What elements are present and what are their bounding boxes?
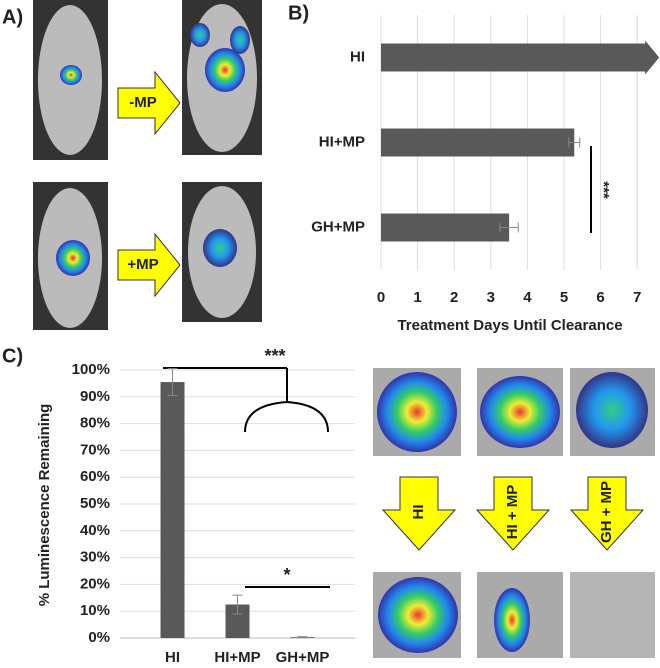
- y-tick-label: 100%: [72, 361, 110, 378]
- y-tick-label: 40%: [80, 522, 110, 539]
- lesion-images: [373, 368, 655, 658]
- y-tick-label: 30%: [80, 549, 110, 566]
- error-bar: [568, 137, 581, 148]
- error-bar: [232, 594, 243, 615]
- y-tick-label: 50%: [80, 495, 110, 512]
- error-bar: [297, 636, 308, 639]
- y-axis-label: % Luminescence Remaining: [36, 404, 53, 607]
- y-tick-label: 10%: [80, 602, 110, 619]
- mouse-images: [33, 0, 262, 330]
- x-tick-label: 0: [377, 289, 385, 306]
- y-tick-label: 60%: [80, 468, 110, 485]
- x-tick-label: 2: [450, 289, 458, 306]
- x-tick-label: HI+MP: [214, 649, 260, 666]
- panel-label: C): [2, 345, 23, 367]
- y-tick-label: 90%: [80, 388, 110, 405]
- x-tick-label: 5: [560, 289, 568, 306]
- y-tick-label: 0%: [88, 629, 110, 646]
- y-tick-label: 80%: [80, 415, 110, 432]
- y-tick-label: HI: [350, 48, 365, 65]
- arrow-label: -MP: [129, 94, 157, 111]
- panel-label: A): [2, 6, 23, 28]
- y-tick-label: 20%: [80, 575, 110, 592]
- error-bar: [167, 368, 178, 396]
- y-tick-label: 70%: [80, 441, 110, 458]
- x-tick-label: 6: [596, 289, 604, 306]
- error-bar: [499, 222, 519, 233]
- bar: [381, 128, 575, 157]
- bar: [381, 40, 660, 75]
- arrow-label: HI: [410, 505, 427, 520]
- significance: *: [283, 565, 290, 585]
- arrow-label: HI + MP: [504, 485, 521, 540]
- x-tick-label: HI: [165, 649, 180, 666]
- significance: ***: [595, 181, 612, 199]
- bracket: [244, 368, 329, 433]
- bar: [381, 213, 510, 242]
- x-axis-label: Treatment Days Until Clearance: [397, 317, 622, 334]
- panel-label: B): [288, 2, 309, 24]
- x-tick-label: GH+MP: [276, 649, 330, 666]
- x-tick-label: 1: [413, 289, 421, 306]
- x-tick-label: 7: [633, 289, 641, 306]
- x-tick-label: 4: [523, 289, 532, 306]
- arrow-label: GH + MP: [598, 481, 615, 543]
- bar: [160, 382, 185, 638]
- y-tick-label: HI+MP: [319, 133, 365, 150]
- arrow-label: +MP: [127, 256, 158, 273]
- x-tick-label: 3: [487, 289, 495, 306]
- yellow-arrows: [117, 70, 645, 551]
- y-tick-label: GH+MP: [311, 218, 365, 235]
- significance: ***: [264, 346, 285, 366]
